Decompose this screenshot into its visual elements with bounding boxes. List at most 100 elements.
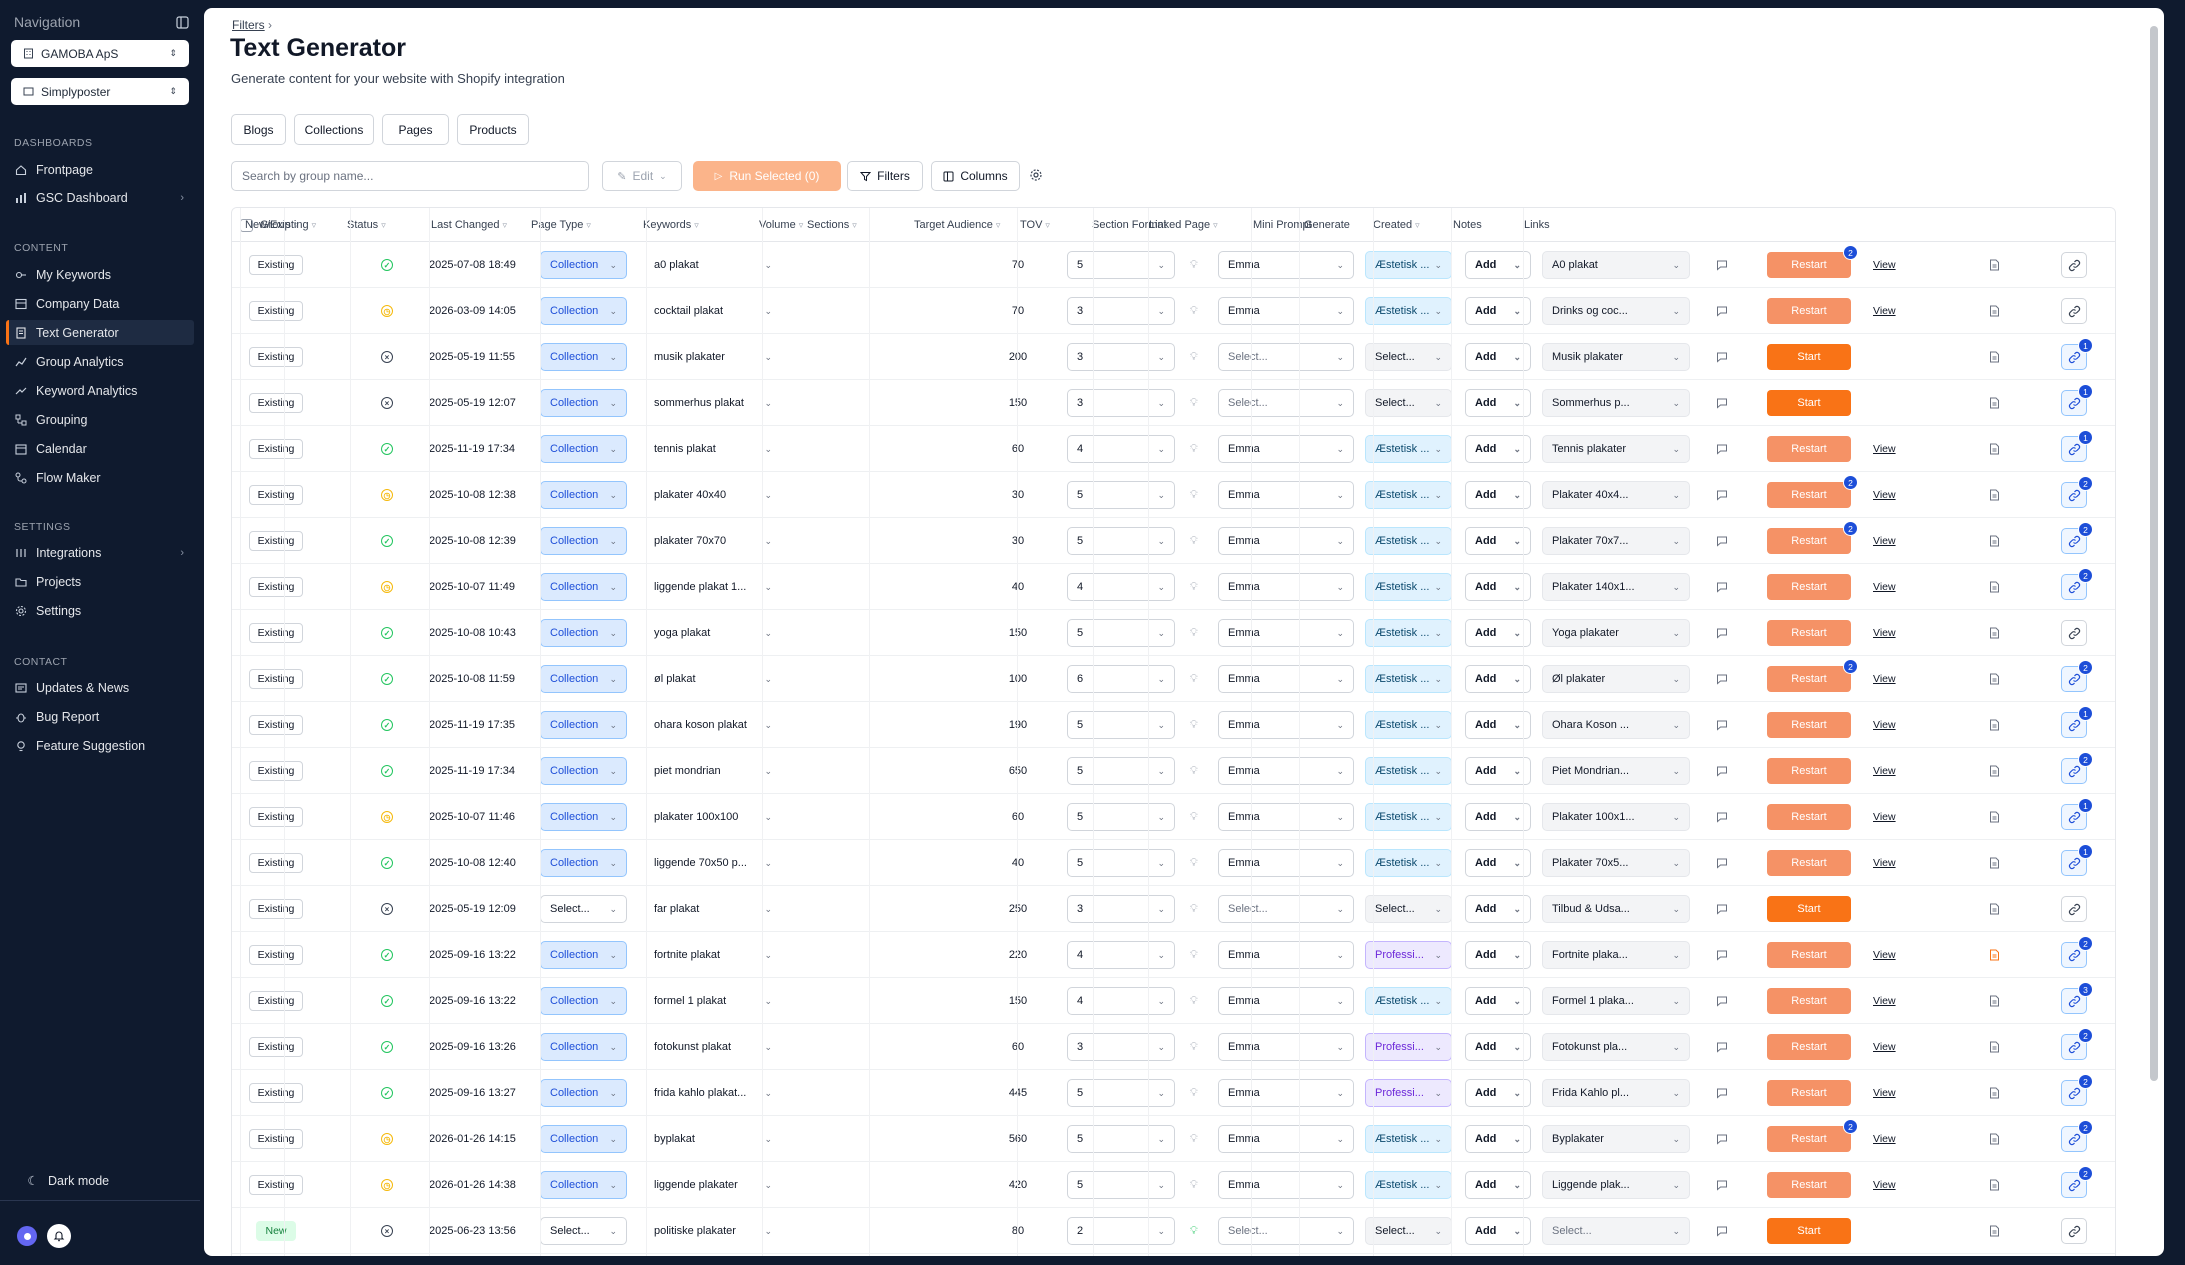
- section-format-add-button[interactable]: Add ⌄: [1465, 1171, 1531, 1199]
- created-cell[interactable]: View: [1873, 472, 1903, 518]
- notes-cell[interactable]: [1989, 794, 2003, 840]
- view-link[interactable]: View: [1873, 489, 1896, 501]
- sort-icon[interactable]: ▿: [852, 219, 857, 230]
- created-cell[interactable]: View: [1873, 1070, 1903, 1116]
- column-header-sections[interactable]: Sections ▿: [807, 208, 857, 242]
- sort-icon[interactable]: ▿: [293, 219, 299, 230]
- links-cell[interactable]: 1: [2061, 794, 2093, 840]
- tov-cell[interactable]: Æstetisk ... ⌄: [1365, 426, 1453, 472]
- generate-button[interactable]: Restart: [1767, 298, 1851, 324]
- links-cell[interactable]: 1: [2061, 380, 2093, 426]
- page-type-select[interactable]: Collection ⌄: [540, 343, 627, 371]
- section-format-cell[interactable]: Add ⌄: [1465, 748, 1535, 794]
- generate-cell[interactable]: Restart 2: [1767, 472, 1858, 518]
- section-format-add-button[interactable]: Add ⌄: [1465, 1033, 1531, 1061]
- linked-page-cell[interactable]: Piet Mondrian... ⌄: [1542, 748, 1692, 794]
- sidebar-item-grouping[interactable]: Grouping: [6, 407, 194, 432]
- target-audience-cell[interactable]: Emma ⌄: [1218, 426, 1358, 472]
- lightbulb-icon[interactable]: 💡︎: [1190, 718, 1198, 731]
- mini-prompt-cell[interactable]: [1716, 1162, 1734, 1208]
- page-type-select[interactable]: Collection ⌄: [540, 665, 627, 693]
- mini-prompt-cell[interactable]: [1716, 1070, 1734, 1116]
- page-type-select[interactable]: Select... ⌄: [540, 1217, 627, 1245]
- linked-page-select[interactable]: A0 plakat ⌄: [1542, 251, 1690, 279]
- section-format-cell[interactable]: Add ⌄: [1465, 932, 1535, 978]
- table-row[interactable]: fotokunst plakat★Existing✓2025-09-16 13:…: [232, 1024, 2115, 1070]
- created-cell[interactable]: View: [1873, 426, 1903, 472]
- section-format-cell[interactable]: Add ⌄: [1465, 242, 1535, 288]
- target-audience-cell[interactable]: Emma ⌄: [1218, 242, 1358, 288]
- view-link[interactable]: View: [1873, 1133, 1896, 1145]
- page-type-select[interactable]: Collection ⌄: [540, 435, 627, 463]
- section-format-add-button[interactable]: Add ⌄: [1465, 619, 1531, 647]
- lightbulb-icon[interactable]: 💡︎: [1190, 902, 1198, 915]
- column-header-generate[interactable]: Generate: [1304, 208, 1350, 242]
- chat-icon[interactable]: [1716, 1133, 1728, 1145]
- table-row[interactable]: plakater 70x50★Existing✓2025-10-08 12:40…: [232, 840, 2115, 886]
- mini-prompt-cell[interactable]: [1716, 886, 1734, 932]
- section-format-cell[interactable]: Add ⌄: [1465, 518, 1535, 564]
- breadcrumb[interactable]: Filters: [232, 18, 265, 32]
- tov-cell[interactable]: Æstetisk ... ⌄: [1365, 794, 1453, 840]
- linked-page-select[interactable]: Yoga plakater ⌄: [1542, 619, 1690, 647]
- sidebar-item-projects[interactable]: Projects: [6, 569, 194, 594]
- page-type-select[interactable]: Collection ⌄: [540, 757, 627, 785]
- page-type-cell[interactable]: Collection ⌄: [540, 1070, 630, 1116]
- link-button[interactable]: 1: [2061, 798, 2093, 830]
- linked-page-select[interactable]: Fotokunst pla... ⌄: [1542, 1033, 1690, 1061]
- generate-button[interactable]: Restart: [1767, 804, 1851, 830]
- mini-prompt-cell[interactable]: [1716, 1024, 1734, 1070]
- keywords-cell[interactable]: formel 1 plakat ⌄: [646, 978, 786, 1024]
- table-row[interactable]: sommerhus plakat★Existing×2025-05-19 12:…: [232, 380, 2115, 426]
- created-cell[interactable]: View: [1873, 1116, 1903, 1162]
- sections-select[interactable]: 5 ⌄: [1067, 849, 1175, 877]
- sections-cell[interactable]: 5 ⌄: [1067, 702, 1175, 748]
- links-cell[interactable]: [2061, 288, 2091, 334]
- sections-hint-cell[interactable]: 💡︎: [1190, 288, 1204, 334]
- linked-page-select[interactable]: Plakater 100x1... ⌄: [1542, 803, 1690, 831]
- notes-cell[interactable]: [1989, 288, 2003, 334]
- link-button[interactable]: 2: [2061, 1120, 2093, 1152]
- table-row[interactable]: liggende plakater★Existing◷2026-01-26 14…: [232, 1162, 2115, 1208]
- sections-select[interactable]: 5 ⌄: [1067, 757, 1175, 785]
- keywords-select[interactable]: liggende plakat 1... ⌄: [646, 573, 780, 601]
- page-type-select[interactable]: Collection ⌄: [540, 573, 627, 601]
- sections-select[interactable]: 3 ⌄: [1067, 1033, 1175, 1061]
- keywords-cell[interactable]: fortnite plakat ⌄: [646, 932, 786, 978]
- target-audience-cell[interactable]: Emma ⌄: [1218, 1116, 1358, 1162]
- sections-hint-cell[interactable]: 💡︎: [1190, 380, 1204, 426]
- mini-prompt-cell[interactable]: [1716, 702, 1734, 748]
- linked-page-cell[interactable]: Musik plakater ⌄: [1542, 334, 1692, 380]
- column-header-last-changed[interactable]: Last Changed ▿: [431, 208, 507, 242]
- chat-icon[interactable]: [1716, 397, 1728, 409]
- tov-select[interactable]: Æstetisk ... ⌄: [1365, 251, 1452, 279]
- section-format-add-button[interactable]: Add ⌄: [1465, 481, 1531, 509]
- links-cell[interactable]: 2: [2061, 1024, 2093, 1070]
- notes-cell[interactable]: [1989, 1116, 2003, 1162]
- note-icon[interactable]: [1989, 949, 2000, 961]
- target-audience-cell[interactable]: Select... ⌄: [1218, 334, 1358, 380]
- page-type-select[interactable]: Collection ⌄: [540, 1125, 627, 1153]
- lightbulb-icon[interactable]: 💡︎: [1190, 304, 1198, 317]
- run-selected-button[interactable]: ▷ Run Selected (0): [693, 161, 841, 191]
- keywords-cell[interactable]: yoga plakat ⌄: [646, 610, 786, 656]
- target-audience-cell[interactable]: Emma ⌄: [1218, 840, 1358, 886]
- keywords-select[interactable]: plakater 70x70 ⌄: [646, 527, 780, 555]
- link-button[interactable]: 2: [2061, 1028, 2093, 1060]
- tov-select[interactable]: Æstetisk ... ⌄: [1365, 987, 1452, 1015]
- sidebar-item-company-data[interactable]: Company Data: [6, 291, 194, 316]
- sections-cell[interactable]: 3 ⌄: [1067, 288, 1175, 334]
- generate-cell[interactable]: Start: [1767, 380, 1857, 426]
- column-header-mini-prompt[interactable]: Mini Prompt: [1253, 208, 1312, 242]
- chat-icon[interactable]: [1716, 1225, 1728, 1237]
- keywords-select[interactable]: far plakat ⌄: [646, 895, 780, 923]
- note-icon[interactable]: [1989, 259, 2000, 271]
- sidebar-item-feature-suggestion[interactable]: Feature Suggestion: [6, 733, 194, 758]
- keywords-cell[interactable]: frida kahlo plakat... ⌄: [646, 1070, 786, 1116]
- generate-button[interactable]: Restart: [1767, 574, 1851, 600]
- generate-cell[interactable]: Restart: [1767, 1024, 1857, 1070]
- keywords-select[interactable]: øl plakat ⌄: [646, 665, 780, 693]
- link-button[interactable]: [2061, 1218, 2087, 1244]
- sections-cell[interactable]: 5 ⌄: [1067, 518, 1175, 564]
- sections-hint-cell[interactable]: 💡︎: [1190, 794, 1204, 840]
